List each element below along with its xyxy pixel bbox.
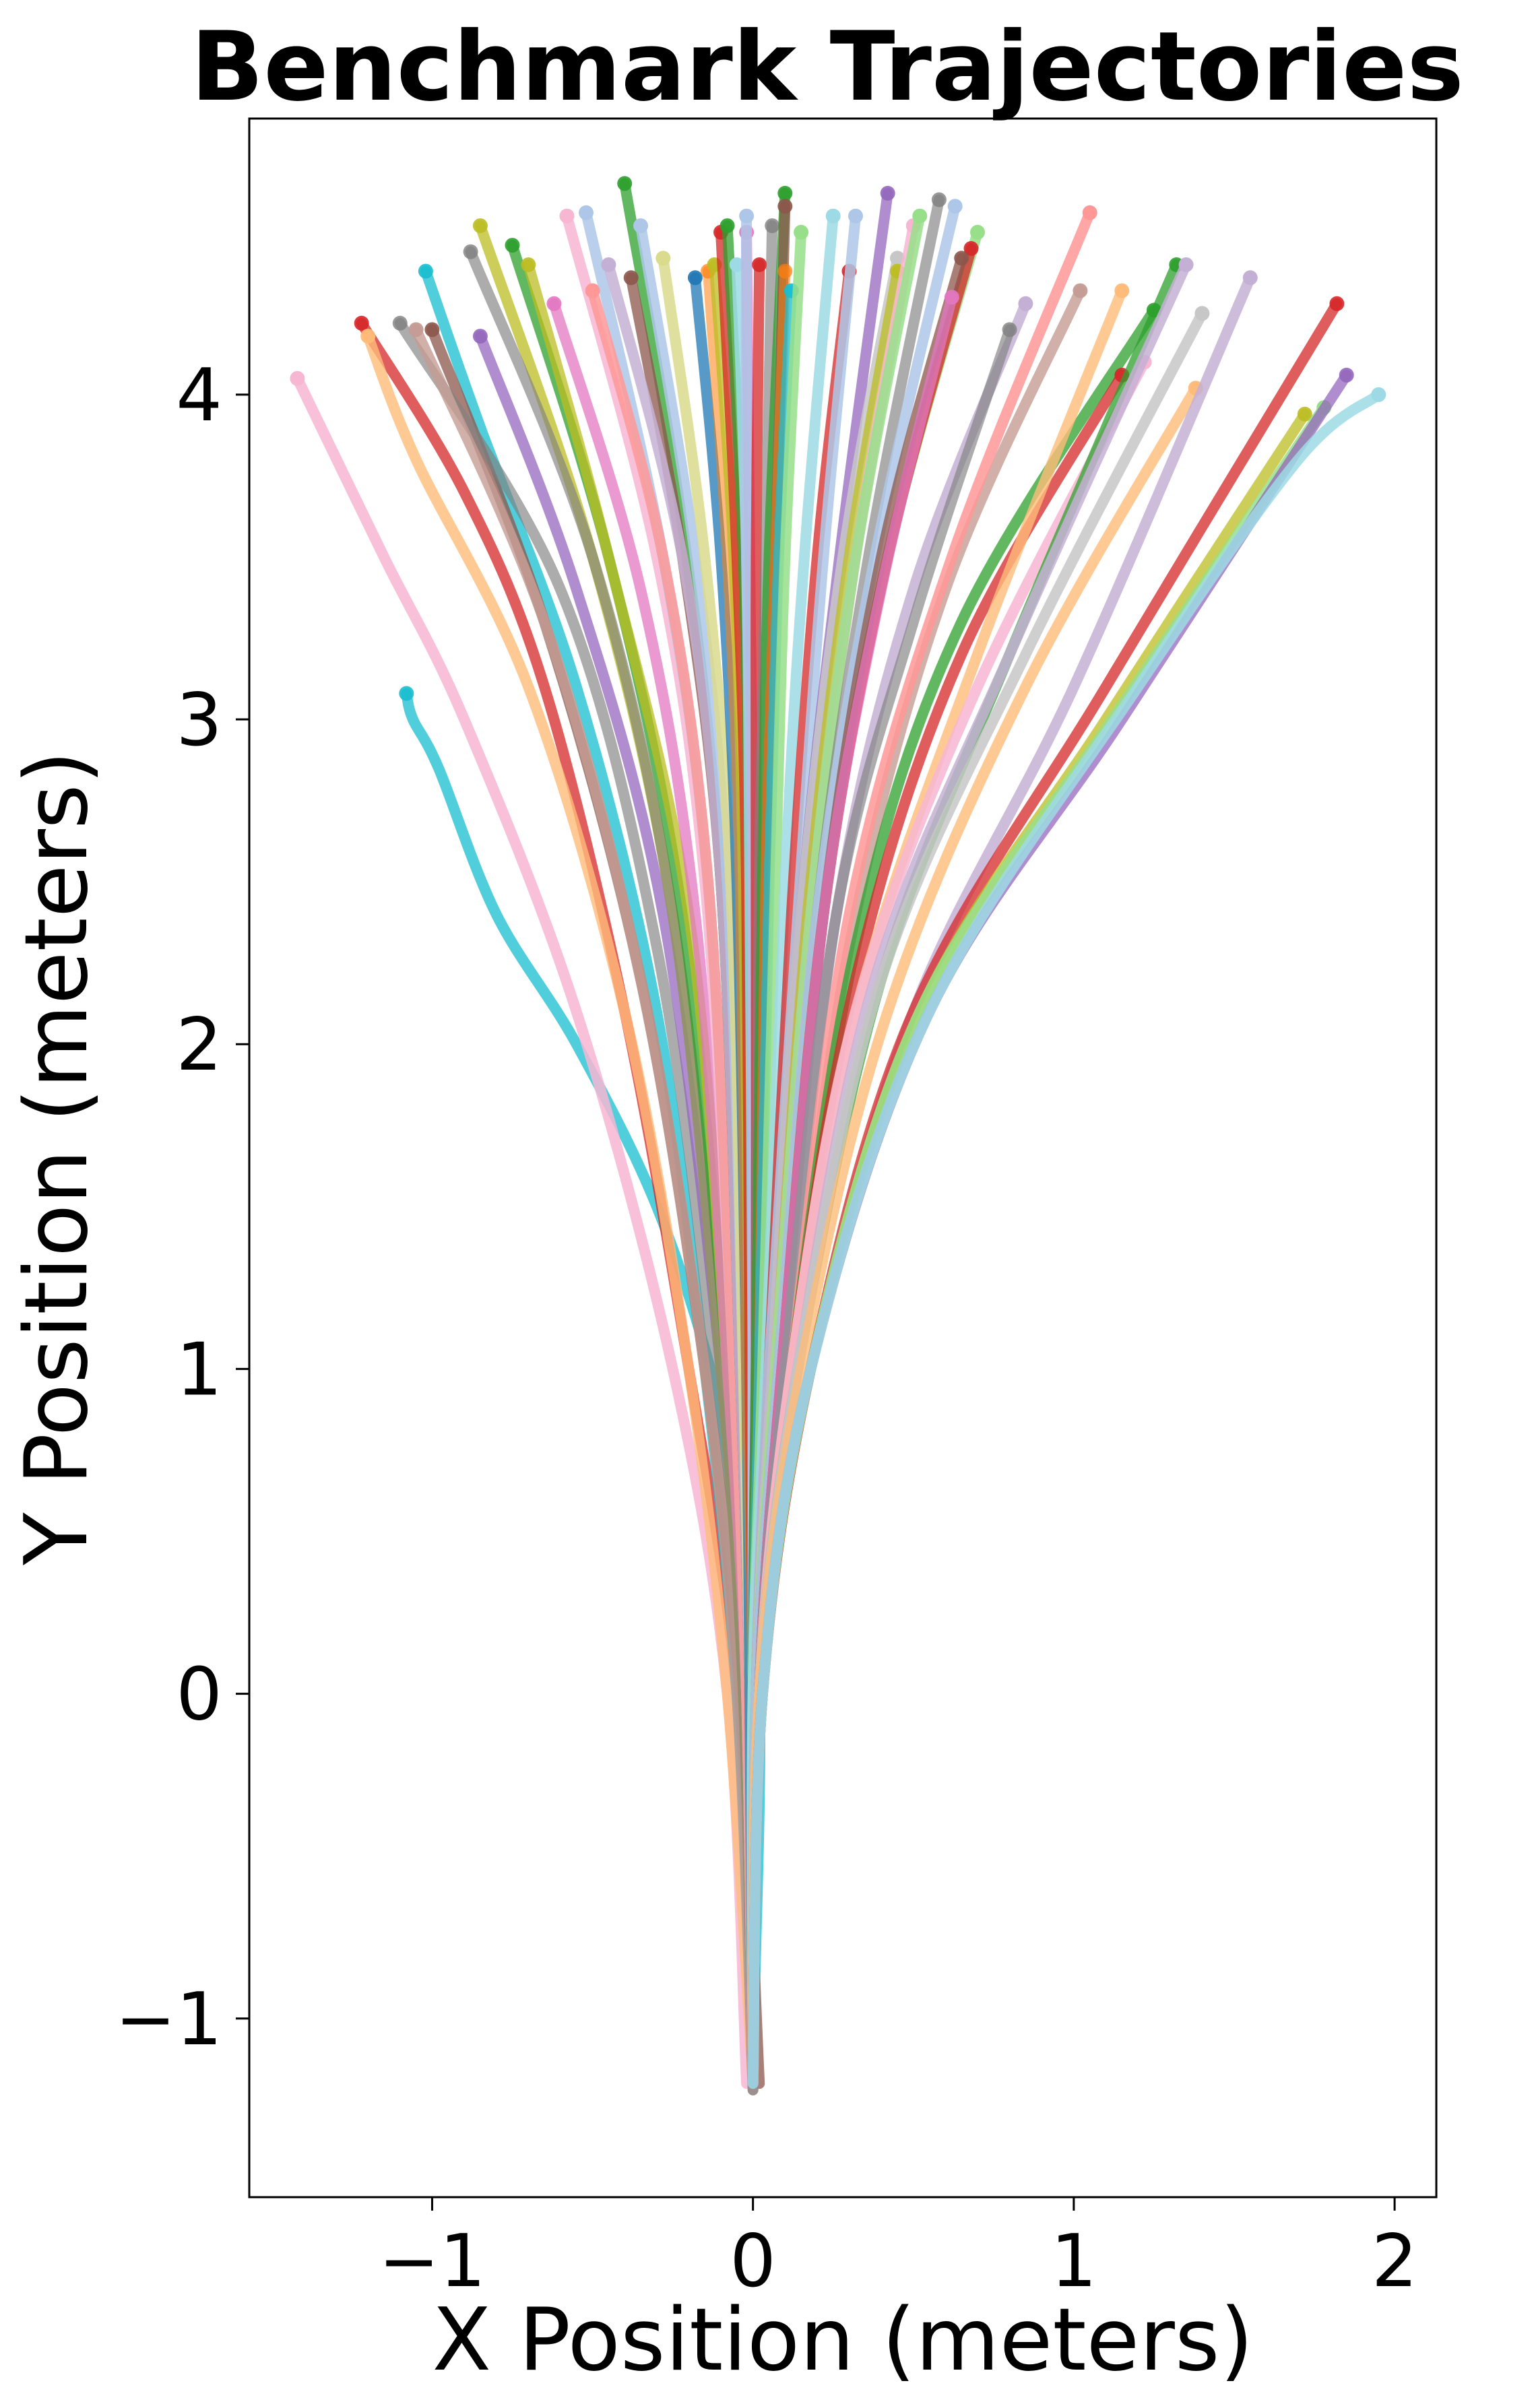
x-tick-label: 0 <box>730 2219 776 2304</box>
trajectory-end-marker-30 <box>739 208 755 224</box>
trajectory-end-marker-53 <box>1002 322 1017 337</box>
trajectory-end-marker-11 <box>463 244 478 259</box>
trajectory-end-marker-38 <box>825 208 841 224</box>
y-tick-label: −1 <box>115 1978 222 2062</box>
x-axis-label: X Position (meters) <box>433 2290 1254 2390</box>
trajectory-end-marker-8 <box>408 322 424 337</box>
trajectory-end-marker-9 <box>472 329 488 344</box>
trajectory-end-marker-51 <box>944 290 959 305</box>
y-axis-label: Y Position (meters) <box>7 750 107 1566</box>
trajectory-end-marker-22 <box>656 251 671 266</box>
trajectory-end-marker-18 <box>617 176 633 191</box>
trajectory-end-marker-34 <box>777 199 793 214</box>
trajectory-end-marker-55 <box>1082 205 1097 220</box>
x-tick-label: −1 <box>379 2219 486 2304</box>
y-tick-label: 0 <box>176 1653 222 1737</box>
trajectory-end-marker-42 <box>890 251 905 266</box>
trajectory-end-marker-69 <box>1371 387 1386 402</box>
trajectory-end-marker-6 <box>424 322 440 337</box>
trajectory-end-marker-52 <box>1018 296 1033 311</box>
trajectory-end-marker-65 <box>1329 296 1345 311</box>
trajectory-end-marker-12 <box>505 238 520 253</box>
trajectory-end-marker-32 <box>765 218 780 234</box>
trajectory-end-marker-19 <box>623 270 639 286</box>
trajectory-end-marker-27 <box>720 218 735 234</box>
trajectory-end-marker-10 <box>472 218 488 234</box>
trajectory-end-marker-2 <box>290 370 305 386</box>
trajectory-end-marker-17 <box>585 283 600 298</box>
y-axis: −1 0 1 2 3 4 <box>115 354 249 2062</box>
trajectory-end-marker-46 <box>931 192 947 207</box>
trajectory-end-marker-40 <box>848 208 863 224</box>
trajectory-line-4 <box>362 331 759 2089</box>
x-axis: −1 0 1 2 <box>379 2197 1418 2304</box>
trajectory-end-marker-49 <box>963 240 979 256</box>
trajectory-end-marker-47 <box>947 199 963 214</box>
trajectory-end-marker-4 <box>360 329 376 344</box>
trajectory-end-marker-45 <box>912 208 928 224</box>
trajectory-end-marker-33 <box>777 185 793 201</box>
trajectory-end-marker-13 <box>521 257 536 272</box>
trajectory-end-marker-1 <box>399 686 414 701</box>
trajectory-end-marker-7 <box>392 315 408 331</box>
trajectory-end-marker-66 <box>1297 406 1312 422</box>
trajectory-end-marker-61 <box>1178 257 1194 272</box>
trajectory-end-marker-54 <box>1073 283 1088 298</box>
trajectory-end-marker-48 <box>970 224 985 240</box>
trajectory-end-marker-23 <box>687 270 703 286</box>
trajectory-end-marker-50 <box>954 251 969 266</box>
trajectory-end-marker-21 <box>633 218 648 234</box>
axes-frame <box>248 117 1438 2199</box>
trajectory-end-marker-35 <box>777 263 793 279</box>
chart-title: Benchmark Trajectories <box>191 11 1464 123</box>
y-tick-label: 3 <box>176 678 222 762</box>
trajectory-end-marker-64 <box>1242 270 1258 286</box>
trajectory-end-marker-20 <box>601 257 616 272</box>
y-tick-label: 2 <box>176 1003 222 1087</box>
trajectory-end-marker-28 <box>729 257 744 272</box>
trajectory-end-marker-3 <box>354 315 369 331</box>
trajectory-end-marker-16 <box>579 205 594 220</box>
y-tick-label: 1 <box>176 1328 222 1412</box>
y-tick-label: 4 <box>176 354 222 438</box>
trajectory-line-69 <box>747 389 1384 2089</box>
trajectory-end-marker-68 <box>1339 367 1354 383</box>
x-tick-label: 2 <box>1372 2219 1418 2304</box>
trajectory-end-marker-58 <box>1114 283 1130 298</box>
trajectory-end-marker-14 <box>546 296 562 311</box>
plot-area <box>290 176 1386 2095</box>
x-tick-label: 1 <box>1051 2219 1097 2304</box>
trajectory-end-marker-5 <box>418 263 433 279</box>
trajectory-end-marker-31 <box>752 257 767 272</box>
trajectory-end-marker-37 <box>794 224 809 240</box>
trajectory-end-marker-15 <box>559 208 575 224</box>
trajectory-end-marker-62 <box>1194 306 1210 321</box>
trajectory-end-marker-41 <box>880 185 895 201</box>
